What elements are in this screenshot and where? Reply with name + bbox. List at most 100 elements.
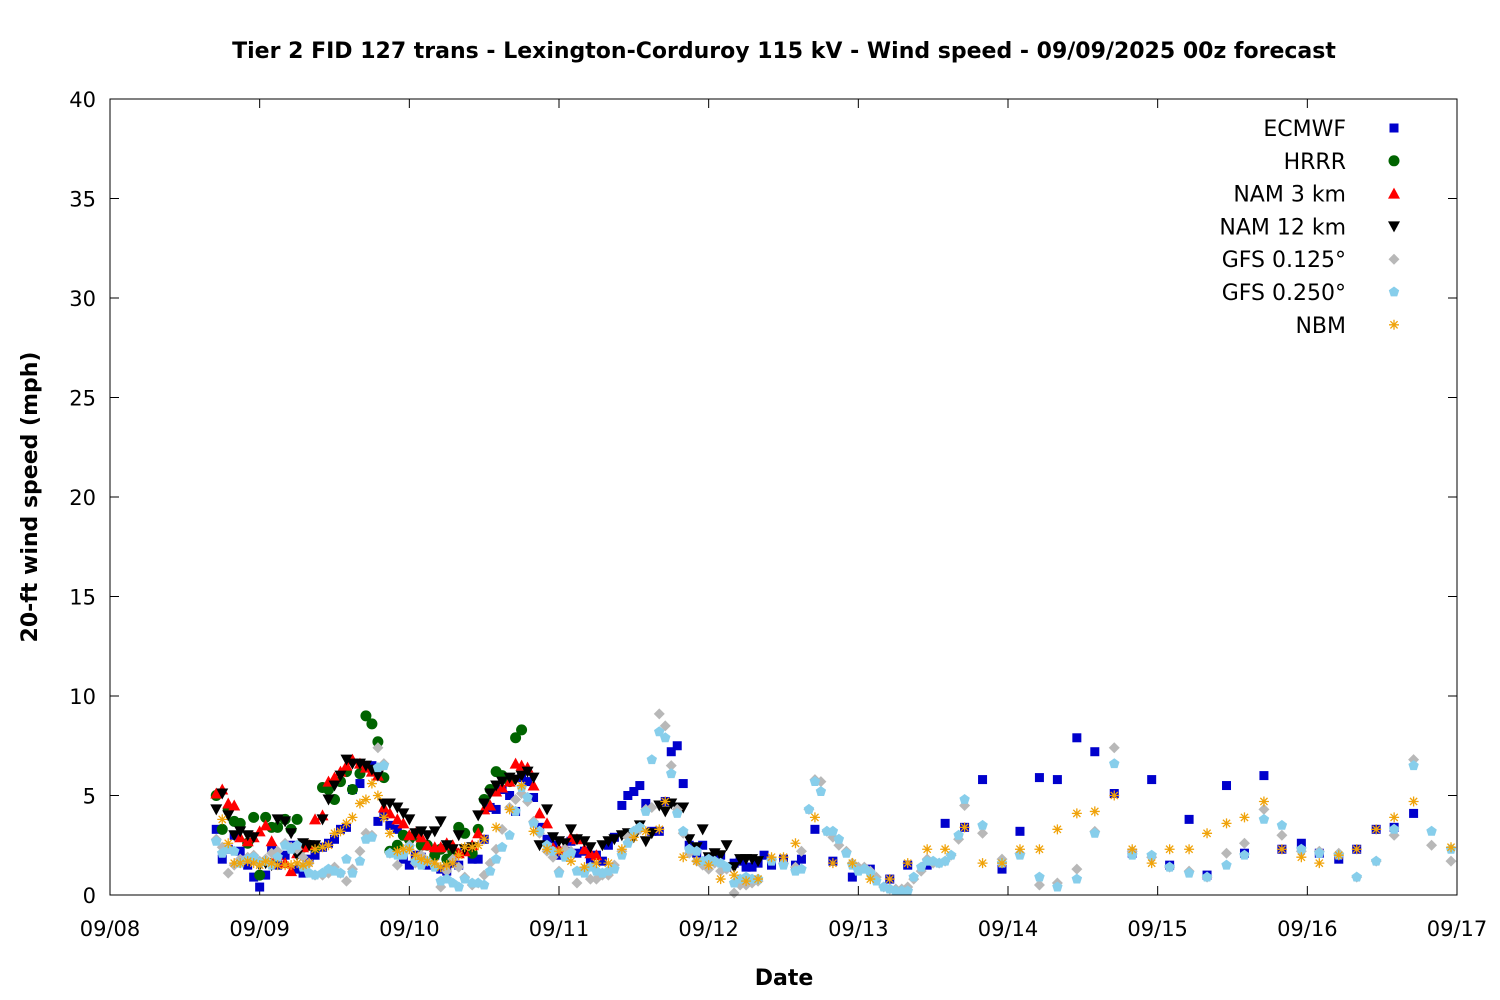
data-point bbox=[565, 856, 576, 867]
data-point bbox=[547, 832, 560, 844]
data-point bbox=[292, 858, 303, 869]
data-point bbox=[459, 842, 470, 853]
data-point bbox=[659, 806, 672, 818]
data-point bbox=[459, 873, 470, 884]
data-point bbox=[228, 799, 241, 811]
data-point bbox=[578, 836, 591, 848]
data-point bbox=[977, 827, 989, 839]
data-point bbox=[1426, 825, 1437, 836]
data-point bbox=[421, 830, 434, 842]
data-point bbox=[272, 851, 283, 862]
data-point bbox=[698, 840, 708, 850]
data-point bbox=[959, 794, 970, 804]
data-point bbox=[272, 821, 284, 833]
data-point bbox=[298, 868, 308, 878]
data-point bbox=[579, 862, 590, 873]
data-point bbox=[1259, 771, 1269, 781]
data-point bbox=[472, 810, 485, 822]
data-point bbox=[516, 780, 527, 791]
legend-marker bbox=[1389, 123, 1399, 133]
data-point bbox=[977, 819, 988, 830]
data-point bbox=[510, 805, 521, 816]
y-tick-label: 0 bbox=[83, 884, 96, 908]
data-point bbox=[653, 708, 665, 720]
data-point bbox=[261, 870, 271, 880]
data-point bbox=[684, 843, 695, 854]
data-point bbox=[1276, 844, 1287, 855]
data-point bbox=[977, 858, 988, 869]
data-point bbox=[677, 802, 690, 814]
data-point bbox=[596, 840, 609, 852]
x-tick-label: 09/10 bbox=[379, 917, 440, 941]
data-point bbox=[285, 865, 298, 877]
data-point bbox=[434, 841, 447, 853]
data-point bbox=[516, 724, 528, 736]
data-point bbox=[1015, 826, 1025, 836]
data-point bbox=[908, 871, 919, 882]
data-point bbox=[453, 881, 464, 892]
x-tick-label: 09/17 bbox=[1427, 917, 1488, 941]
data-point bbox=[1221, 818, 1232, 829]
x-axis-label: Date bbox=[755, 966, 814, 991]
data-point bbox=[521, 766, 534, 778]
data-point bbox=[211, 835, 222, 846]
legend-label: ECMWF bbox=[1263, 117, 1346, 142]
data-point bbox=[496, 841, 508, 852]
data-point bbox=[847, 858, 858, 869]
legend-marker bbox=[1388, 221, 1400, 233]
data-points bbox=[210, 708, 1457, 899]
data-point bbox=[1276, 829, 1288, 841]
data-point bbox=[1314, 847, 1325, 858]
data-point bbox=[571, 877, 583, 889]
data-point bbox=[354, 855, 366, 866]
data-point bbox=[553, 867, 565, 878]
data-point bbox=[1052, 881, 1063, 892]
data-point bbox=[286, 860, 297, 871]
data-point bbox=[616, 844, 627, 855]
data-point bbox=[310, 850, 320, 860]
data-point bbox=[478, 798, 491, 810]
data-point bbox=[1296, 838, 1306, 848]
data-point bbox=[280, 860, 291, 871]
data-point bbox=[1164, 861, 1175, 872]
data-point bbox=[322, 794, 335, 806]
legend-label: NAM 12 km bbox=[1219, 215, 1346, 240]
data-point bbox=[491, 804, 501, 814]
data-point bbox=[1333, 850, 1344, 861]
data-point bbox=[372, 742, 384, 754]
data-point bbox=[467, 842, 478, 853]
data-point bbox=[366, 718, 378, 730]
data-point bbox=[634, 821, 646, 832]
data-point bbox=[310, 844, 321, 855]
data-point bbox=[435, 862, 446, 873]
data-point bbox=[940, 818, 950, 828]
data-point bbox=[565, 847, 577, 858]
data-point bbox=[403, 814, 416, 826]
data-point bbox=[672, 807, 683, 818]
data-point bbox=[509, 774, 522, 786]
data-point bbox=[1033, 879, 1045, 891]
data-point bbox=[623, 791, 633, 800]
data-point bbox=[640, 826, 651, 837]
data-point bbox=[323, 784, 335, 796]
data-point bbox=[683, 834, 696, 846]
data-point bbox=[360, 710, 372, 722]
data-point bbox=[260, 856, 271, 867]
data-point bbox=[1296, 852, 1307, 863]
data-point bbox=[210, 804, 223, 816]
data-point bbox=[833, 833, 845, 844]
data-point bbox=[678, 852, 689, 863]
data-point bbox=[491, 822, 502, 833]
data-point bbox=[441, 860, 452, 871]
data-point bbox=[795, 845, 807, 857]
data-point bbox=[217, 854, 227, 864]
data-point bbox=[1072, 733, 1082, 743]
y-axis-label: 20-ft wind speed (mph) bbox=[18, 352, 43, 643]
data-point bbox=[391, 813, 404, 825]
data-point bbox=[884, 874, 895, 885]
data-point bbox=[340, 875, 352, 887]
data-point bbox=[522, 792, 533, 802]
data-point bbox=[640, 805, 651, 816]
data-point bbox=[1258, 803, 1270, 815]
data-point bbox=[1239, 812, 1250, 823]
